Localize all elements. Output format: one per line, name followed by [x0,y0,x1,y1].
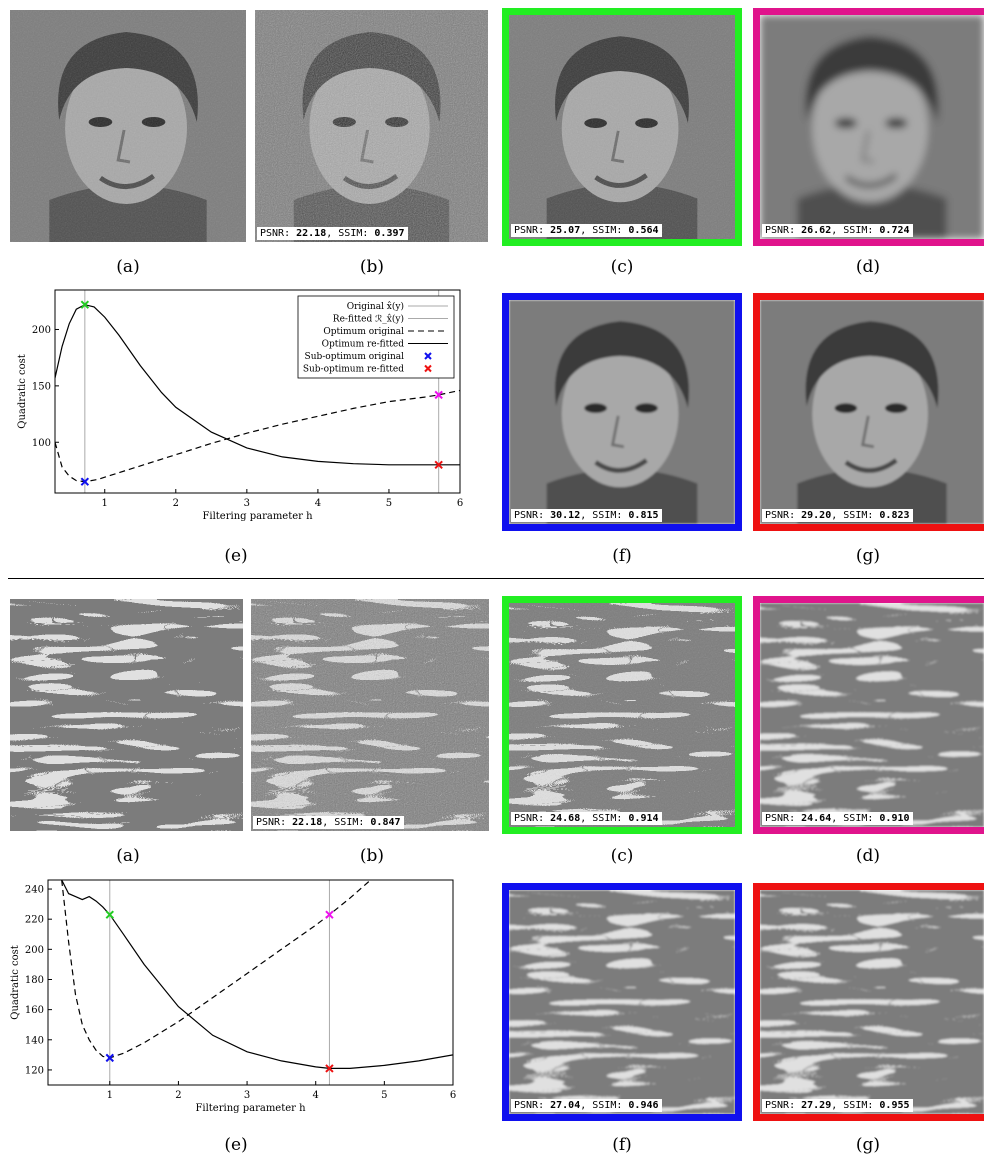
series-line-refitted [55,304,460,466]
x-tick-label: 5 [381,1090,387,1101]
y-tick-label: 160 [25,1005,44,1016]
fig1-metric-f: PSNR: 30.12, SSIM: 0.815 [511,509,662,522]
x-tick-label: 2 [175,1090,181,1101]
x-tick-label: 3 [244,498,250,509]
marker-1 [105,1053,114,1063]
series-group [61,880,453,1069]
fig1-caption-c: (c) [610,257,634,277]
y-tick-label: 220 [25,915,44,926]
fig2-metric-c: PSNR: 24.68, SSIM: 0.914 [511,812,662,825]
axes-box [54,289,461,494]
fig2-image-b-noisy: PSNR: 22.18, SSIM: 0.847 [251,599,489,831]
legend-label: Re-fitted ℛ_x̂(y) [333,314,404,325]
fig1-metric-g: PSNR: 29.20, SSIM: 0.823 [762,509,913,522]
y-axis-label: Quadratic cost [17,354,28,429]
marker-2 [325,910,334,919]
x-tick-label: 6 [457,498,463,509]
marker-1 [80,477,90,486]
x-tick-label: 5 [386,498,392,509]
fig1-caption-a: (a) [116,257,140,277]
legend-swatch [424,364,432,373]
legend-label: Original x̂(y) [347,301,404,312]
fig1-metric-b: PSNR: 22.18, SSIM: 0.397 [257,227,408,240]
legend-box [297,295,455,379]
y-tick-label: 120 [25,1065,44,1076]
legend: Original x̂(y) Re-fitted ℛ_x̂(y) Optimum o… [297,295,455,379]
x-tick-label: 2 [173,498,179,509]
y-tick-label: 240 [25,885,44,896]
fig2-metric-g: PSNR: 27.29, SSIM: 0.955 [762,1099,913,1112]
fig1-caption-g: (g) [855,546,881,566]
fig2-image-c-framed: PSNR: 24.68, SSIM: 0.914 [502,596,742,834]
y-tick-label: 200 [32,325,51,336]
x-axis-label: Filtering parameter h [195,1103,306,1114]
marker-3 [434,460,443,470]
fig2-image-g-framed: PSNR: 27.29, SSIM: 0.955 [753,883,984,1121]
x-tick-label: 4 [315,498,321,509]
fig2-caption-b: (b) [359,846,385,866]
figure-divider [8,578,984,579]
fig1-metric-d: PSNR: 26.62, SSIM: 0.724 [762,224,913,237]
fig2-caption-g: (g) [855,1135,881,1155]
y-tick-label: 100 [32,438,51,449]
fig1-caption-d: (d) [855,257,881,277]
x-tick-label: 3 [244,1090,250,1101]
axes-box [47,879,454,1086]
fig2-caption-e: (e) [224,1135,248,1155]
fig2-chart: 1 2 3 4 5 6 120 140 160 180 200 220 240 Filtering par… [0,873,470,1120]
fig1-caption-e: (e) [224,546,248,566]
fig2-caption-f: (f) [612,1135,632,1155]
x-tick-label: 4 [313,1090,319,1101]
legend-label: Sub-optimum re-fitted [303,365,404,375]
legend-label: Optimum original [323,327,404,337]
legend-label: Optimum re-fitted [322,340,405,350]
fig1-image-g-framed: PSNR: 29.20, SSIM: 0.823 [753,293,984,531]
x-tick-label: 6 [450,1090,456,1101]
fig2-metric-f: PSNR: 27.04, SSIM: 0.946 [511,1099,662,1112]
marker-0 [105,910,114,919]
x-tick-label: 1 [107,1090,113,1101]
series-line-refitted [61,880,453,1069]
y-tick-label: 140 [25,1035,44,1046]
series-group [55,304,460,483]
fig2-caption-d: (d) [855,846,881,866]
series-line-original [61,880,371,1059]
fig1-image-b-noisy: PSNR: 22.18, SSIM: 0.397 [255,10,488,242]
marker-2 [434,390,443,400]
fig2-metric-b: PSNR: 22.18, SSIM: 0.847 [253,816,404,829]
fig2-image-a-original [10,599,243,831]
marker-3 [325,1064,334,1073]
fig2-metric-d: PSNR: 24.64, SSIM: 0.910 [762,812,913,825]
legend-swatch [424,352,432,360]
fig2-caption-c: (c) [610,846,634,866]
fig2-image-d-framed: PSNR: 24.64, SSIM: 0.910 [753,596,984,834]
legend-label: Sub-optimum original [305,352,405,362]
fig1-metric-c: PSNR: 25.07, SSIM: 0.564 [511,224,662,237]
marker-0 [80,300,90,309]
fig1-caption-f: (f) [612,546,632,566]
y-tick-label: 150 [32,381,51,392]
fig1-caption-b: (b) [359,257,385,277]
fig2-caption-a: (a) [116,846,140,866]
series-line-original [55,389,460,483]
fig1-image-c-framed: PSNR: 25.07, SSIM: 0.564 [502,8,742,246]
fig1-chart: 1 2 3 4 5 6 100 150 200 Filtering parameter h Quad… [0,283,470,530]
y-axis-label: Quadratic cost [10,945,21,1020]
fig1-image-d-framed: PSNR: 26.62, SSIM: 0.724 [753,8,984,246]
x-axis-label: Filtering parameter h [202,511,313,522]
y-tick-label: 200 [25,945,44,956]
fig2-image-f-framed: PSNR: 27.04, SSIM: 0.946 [502,883,742,1121]
fig1-image-f-framed: PSNR: 30.12, SSIM: 0.815 [502,293,742,531]
x-tick-label: 1 [102,498,108,509]
fig1-image-a-original [10,10,246,242]
y-tick-label: 180 [25,975,44,986]
